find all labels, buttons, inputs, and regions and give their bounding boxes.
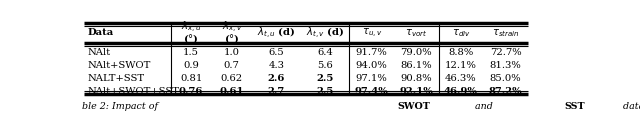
Text: 1.0: 1.0 <box>224 48 240 57</box>
Text: 0.76: 0.76 <box>179 86 204 95</box>
Text: 0.61: 0.61 <box>220 86 244 95</box>
Text: 92.1%: 92.1% <box>399 86 433 95</box>
Text: SST: SST <box>564 102 586 111</box>
Text: 8.8%: 8.8% <box>448 48 474 57</box>
Text: 85.0%: 85.0% <box>490 74 522 83</box>
Text: $\lambda_{t,u}$ (d): $\lambda_{t,u}$ (d) <box>257 25 296 40</box>
Text: ($°$): ($°$) <box>224 32 239 45</box>
Text: $\tau_{u,v}$: $\tau_{u,v}$ <box>362 26 382 40</box>
Text: $\lambda_{t,v}$ (d): $\lambda_{t,v}$ (d) <box>306 25 344 40</box>
Text: 97.4%: 97.4% <box>355 86 388 95</box>
Text: Data: Data <box>88 28 114 37</box>
Text: 0.9: 0.9 <box>183 61 199 70</box>
Text: 81.3%: 81.3% <box>490 61 522 70</box>
Text: ble 2: Impact of: ble 2: Impact of <box>83 102 161 111</box>
Text: 2.5: 2.5 <box>316 86 333 95</box>
Text: 91.7%: 91.7% <box>356 48 388 57</box>
Text: $\lambda_{x,v}$: $\lambda_{x,v}$ <box>221 20 242 35</box>
Text: NAlt: NAlt <box>88 48 111 57</box>
Text: NALT+SST: NALT+SST <box>88 74 145 83</box>
Text: 2.6: 2.6 <box>268 74 285 83</box>
Text: SWOT: SWOT <box>398 102 431 111</box>
Text: 46.3%: 46.3% <box>445 74 477 83</box>
Text: 0.7: 0.7 <box>224 61 240 70</box>
Text: 0.62: 0.62 <box>221 74 243 83</box>
Text: 4.3: 4.3 <box>268 61 284 70</box>
Text: 6.4: 6.4 <box>317 48 333 57</box>
Text: 79.0%: 79.0% <box>401 48 432 57</box>
Text: $\tau_{\mathit{div}}$: $\tau_{\mathit{div}}$ <box>452 27 470 39</box>
Text: and: and <box>472 102 496 111</box>
Text: 72.7%: 72.7% <box>490 48 522 57</box>
Text: 5.6: 5.6 <box>317 61 333 70</box>
Text: 86.1%: 86.1% <box>401 61 432 70</box>
Text: $\tau_{\mathit{vort}}$: $\tau_{\mathit{vort}}$ <box>405 27 428 39</box>
Text: NAlt+SWOT+SST: NAlt+SWOT+SST <box>88 86 180 95</box>
Text: 2.5: 2.5 <box>316 74 333 83</box>
Text: 12.1%: 12.1% <box>445 61 477 70</box>
Text: 0.81: 0.81 <box>180 74 202 83</box>
Text: 90.8%: 90.8% <box>401 74 432 83</box>
Text: $\tau_{\mathit{strain}}$: $\tau_{\mathit{strain}}$ <box>492 27 519 39</box>
Text: 46.9%: 46.9% <box>444 86 478 95</box>
Text: 2.7: 2.7 <box>268 86 285 95</box>
Text: $\lambda_{x,u}$: $\lambda_{x,u}$ <box>181 20 201 35</box>
Text: ($°$): ($°$) <box>183 32 199 45</box>
Text: 94.0%: 94.0% <box>356 61 388 70</box>
Text: 97.1%: 97.1% <box>356 74 388 83</box>
Text: 87.2%: 87.2% <box>489 86 522 95</box>
Text: 6.5: 6.5 <box>269 48 284 57</box>
Text: NAlt+SWOT: NAlt+SWOT <box>88 61 151 70</box>
Text: 1.5: 1.5 <box>183 48 199 57</box>
Text: data onto the reconstruction performance w.r.t. a baseline using only na: data onto the reconstruction performance… <box>620 102 640 111</box>
